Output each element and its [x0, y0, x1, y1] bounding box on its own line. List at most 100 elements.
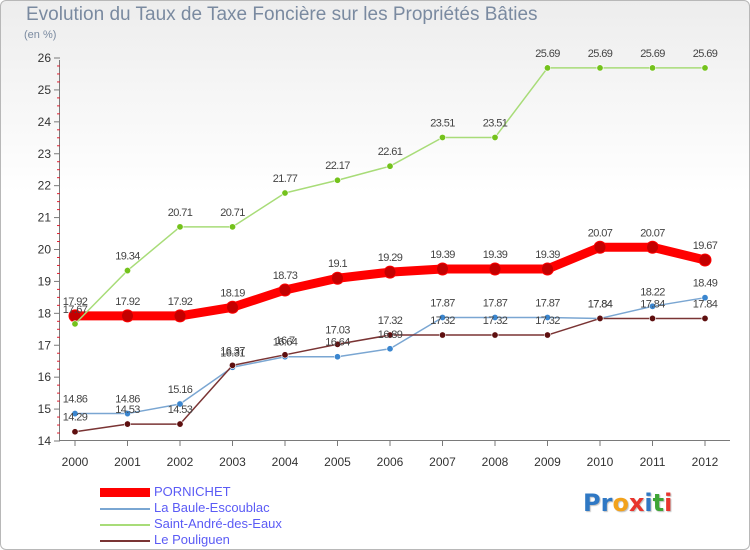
data-label: 14.29 — [63, 412, 88, 424]
data-point — [333, 340, 341, 348]
data-point — [386, 162, 394, 170]
data-point — [71, 320, 79, 328]
data-point — [124, 267, 132, 275]
data-label: 17.92 — [168, 296, 193, 308]
data-label: 25.69 — [640, 48, 665, 60]
data-point — [491, 331, 499, 339]
data-label: 20.07 — [588, 227, 613, 239]
data-point — [438, 313, 446, 321]
data-label: 16.7 — [275, 335, 294, 347]
data-point — [173, 309, 187, 323]
data-point — [648, 314, 656, 322]
y-tick-label: 23 — [38, 147, 52, 161]
data-label: 19.1 — [328, 258, 347, 270]
data-label: 16.64 — [273, 337, 298, 349]
logo-letter: x — [628, 489, 645, 517]
legend-swatch — [100, 524, 150, 526]
data-point — [436, 262, 449, 276]
data-point — [386, 331, 394, 339]
data-label: 16.37 — [220, 345, 245, 357]
data-point — [698, 253, 712, 267]
data-label: 25.69 — [535, 48, 560, 60]
data-point — [331, 271, 344, 285]
data-point — [491, 313, 499, 321]
data-point — [648, 302, 656, 310]
x-tick-label: 2009 — [534, 455, 561, 469]
data-label: 25.69 — [693, 48, 718, 60]
legend-label: La Baule-Escoublac — [154, 500, 270, 515]
data-label: 17.92 — [63, 296, 88, 308]
data-point — [543, 64, 551, 72]
data-point — [438, 133, 446, 141]
data-label: 23.51 — [430, 117, 455, 129]
legend-label: Saint-André-des-Eaux — [154, 516, 282, 531]
y-tick-label: 16 — [38, 370, 52, 384]
y-tick-label: 15 — [38, 402, 52, 416]
data-label: 17.67 — [63, 304, 88, 316]
data-point — [278, 283, 292, 297]
data-point — [596, 314, 604, 322]
data-label: 14.86 — [63, 394, 88, 406]
data-label: 19.34 — [115, 251, 140, 263]
data-point — [701, 314, 709, 322]
y-tick-label: 21 — [38, 211, 52, 225]
data-label: 17.84 — [640, 298, 665, 310]
data-point — [386, 345, 394, 353]
data-point — [176, 420, 184, 428]
data-label: 22.17 — [325, 160, 350, 172]
legend-label: Le Pouliguen — [154, 532, 230, 547]
data-point — [596, 64, 604, 72]
data-point — [438, 331, 446, 339]
data-label: 17.32 — [378, 315, 403, 327]
data-point — [226, 300, 239, 314]
y-tick-label: 17 — [38, 338, 52, 352]
y-tick-label: 19 — [38, 274, 52, 288]
data-label: 23.51 — [483, 117, 508, 129]
data-label: 19.39 — [430, 249, 455, 261]
legend-swatch — [100, 508, 150, 510]
data-point — [646, 240, 659, 254]
data-label: 17.87 — [483, 297, 508, 309]
data-point — [333, 176, 341, 184]
y-tick-label: 24 — [38, 115, 52, 129]
data-point — [121, 309, 134, 323]
data-label: 21.77 — [273, 173, 298, 185]
data-label: 17.84 — [588, 298, 613, 310]
data-point — [488, 262, 502, 276]
data-label: 18.22 — [640, 286, 665, 298]
data-label: 17.87 — [430, 297, 455, 309]
data-label: 17.03 — [325, 324, 350, 336]
x-tick-label: 2002 — [167, 455, 194, 469]
y-tick-label: 14 — [38, 434, 52, 448]
chart-title: Evolution du Taux de Taxe Foncière sur l… — [26, 4, 538, 25]
proxiti-logo: Proxiti — [583, 489, 672, 517]
x-tick-label: 2007 — [429, 455, 456, 469]
x-tick-label: 2010 — [587, 455, 614, 469]
data-label: 16.31 — [220, 347, 245, 359]
data-label: 17.32 — [430, 315, 455, 327]
data-point — [124, 420, 132, 428]
data-point — [229, 361, 237, 369]
data-label: 14.86 — [115, 394, 140, 406]
data-label: 18.49 — [693, 278, 718, 290]
x-tick-label: 2006 — [377, 455, 404, 469]
logo-letter: P — [583, 489, 601, 517]
data-point — [176, 223, 184, 231]
data-label: 19.67 — [693, 240, 718, 252]
data-label: 17.84 — [693, 298, 718, 310]
data-point — [701, 64, 709, 72]
y-tick-label: 18 — [38, 306, 52, 320]
y-tick-label: 26 — [38, 51, 52, 65]
data-point — [491, 133, 499, 141]
data-point — [333, 353, 341, 361]
data-label: 19.39 — [483, 249, 508, 261]
data-point — [593, 240, 607, 254]
data-label: 17.32 — [535, 315, 560, 327]
data-label: 14.53 — [168, 404, 193, 416]
logo-letter: t — [652, 489, 665, 517]
data-label: 25.69 — [588, 48, 613, 60]
data-label: 17.87 — [535, 297, 560, 309]
data-label: 16.89 — [378, 329, 403, 341]
data-label: 20.71 — [168, 207, 193, 219]
data-label: 19.39 — [535, 249, 560, 261]
